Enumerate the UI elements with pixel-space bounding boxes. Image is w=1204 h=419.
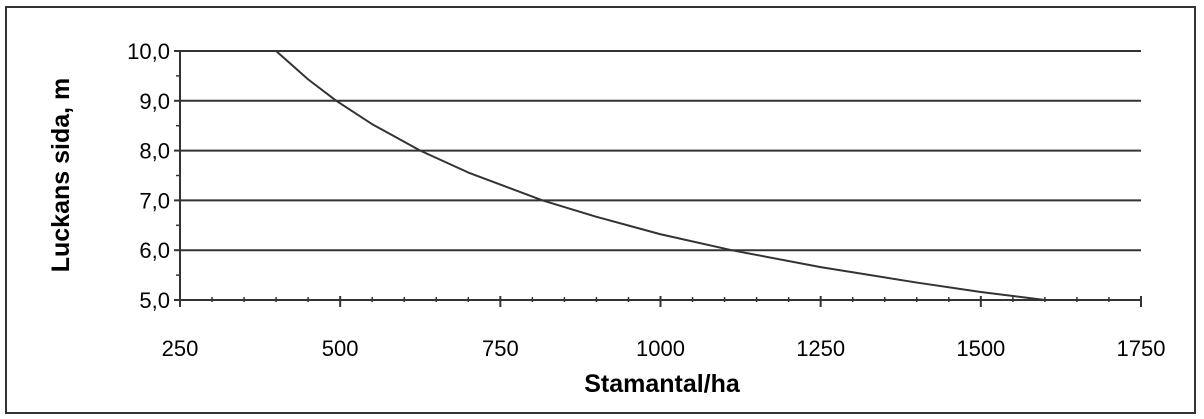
x-tick-label: 1250 xyxy=(796,336,845,361)
x-tick-label: 1000 xyxy=(636,336,685,361)
x-tick-label: 1750 xyxy=(1117,336,1166,361)
y-tick-label: 6,0 xyxy=(139,238,170,263)
tick-labels: 5,0 6,0 7,0 8,0 9,0 10,0 250 500 750 1000 1250 1500… xyxy=(127,39,1165,361)
y-tick-label: 7,0 xyxy=(139,188,170,213)
y-tick-label: 5,0 xyxy=(139,288,170,313)
y-axis-title: Luckans sida, m xyxy=(47,78,75,273)
y-tick-label: 10,0 xyxy=(127,39,170,64)
y-tick-label: 8,0 xyxy=(139,139,170,164)
x-tick-label: 1500 xyxy=(956,336,1005,361)
axes xyxy=(179,51,1141,301)
chart-frame xyxy=(5,6,1196,414)
x-tick-label: 500 xyxy=(322,336,359,361)
x-tick-label: 250 xyxy=(162,336,199,361)
x-axis-title: Stamantal/ha xyxy=(584,370,741,398)
tick-marks xyxy=(174,50,1142,307)
series-line xyxy=(275,50,1046,301)
grid-lines xyxy=(180,50,1141,252)
y-tick-label: 9,0 xyxy=(139,89,170,114)
series-lines xyxy=(275,50,1046,301)
x-tick-label: 750 xyxy=(482,336,519,361)
